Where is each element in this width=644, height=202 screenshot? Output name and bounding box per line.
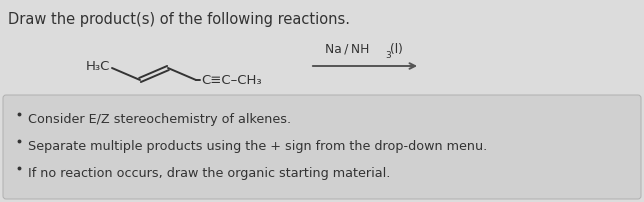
Text: If no reaction occurs, draw the organic starting material.: If no reaction occurs, draw the organic … <box>28 167 390 180</box>
Text: 3: 3 <box>385 51 391 60</box>
Text: Na / NH: Na / NH <box>325 43 369 56</box>
Text: H₃C: H₃C <box>86 60 110 73</box>
Text: Separate multiple products using the + sign from the drop-down menu.: Separate multiple products using the + s… <box>28 140 488 153</box>
Text: Consider E/Z stereochemistry of alkenes.: Consider E/Z stereochemistry of alkenes. <box>28 113 291 126</box>
Text: (l): (l) <box>390 43 403 56</box>
FancyBboxPatch shape <box>3 95 641 199</box>
Text: Draw the product(s) of the following reactions.: Draw the product(s) of the following rea… <box>8 12 350 27</box>
Text: C≡C–CH₃: C≡C–CH₃ <box>201 74 261 86</box>
